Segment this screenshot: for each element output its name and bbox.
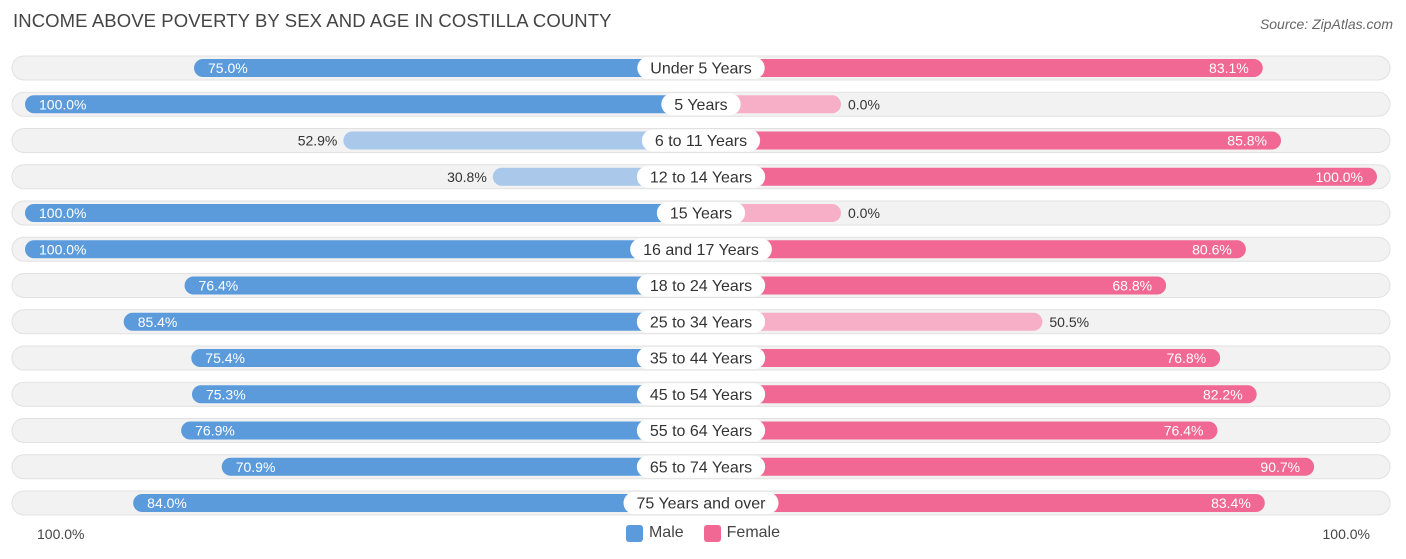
category-label: 16 and 17 Years: [643, 242, 759, 259]
male-value-label: 84.0%: [147, 495, 187, 511]
male-bar: [194, 59, 701, 77]
female-value-label: 80.6%: [1192, 241, 1232, 257]
male-bar: [25, 95, 701, 114]
female-value-label: 85.8%: [1227, 133, 1267, 149]
category-label: 75 Years and over: [637, 496, 767, 513]
female-bar: [701, 312, 1043, 331]
male-value-label: 76.4%: [199, 278, 239, 294]
category-label-pill: [636, 383, 766, 406]
category-label-pill: [661, 93, 741, 116]
category-label-pill: [656, 202, 746, 224]
female-value-label: 82.2%: [1203, 386, 1243, 402]
source-credit: Source: ZipAtlas.com: [1259, 16, 1393, 32]
male-value-label: 70.9%: [236, 459, 276, 475]
legend-label-female: Female: [726, 524, 781, 541]
category-label-pill: [623, 492, 779, 514]
male-value-label: 76.9%: [195, 423, 235, 439]
male-bar: [191, 349, 701, 367]
female-bar: [701, 240, 1246, 259]
male-value-label: 75.0%: [208, 60, 248, 76]
category-label: 15 Years: [670, 206, 732, 223]
male-value-label: 75.4%: [205, 350, 245, 366]
female-value-label: 100.0%: [1316, 169, 1363, 185]
male-value-label: 100.0%: [39, 205, 86, 221]
male-value-label: 75.3%: [206, 386, 246, 402]
female-bar: [701, 421, 1218, 440]
category-label: Under 5 Years: [650, 61, 751, 78]
female-value-label: 90.7%: [1260, 459, 1300, 475]
female-value-label: 68.8%: [1112, 278, 1152, 294]
male-value-label: 30.8%: [447, 169, 487, 185]
chart-title: INCOME ABOVE POVERTY BY SEX AND AGE IN C…: [13, 10, 612, 31]
male-value-label: 100.0%: [39, 241, 86, 257]
category-label-pill: [636, 310, 766, 333]
legend-swatch-male: [625, 524, 643, 542]
male-bar: [181, 421, 701, 440]
category-label: 35 to 44 Years: [650, 351, 752, 368]
female-value-label: 0.0%: [848, 96, 880, 112]
category-label-pill: [636, 347, 766, 369]
male-bar: [133, 494, 701, 512]
male-bar: [184, 276, 701, 295]
female-value-label: 0.0%: [848, 205, 880, 221]
category-label: 18 to 24 Years: [650, 278, 752, 295]
chart-canvas: Under 5 Years 75.0% 83.1% 5 Years 100.0% 0.0%…: [11, 55, 1391, 516]
female-bar: [701, 276, 1167, 295]
legend-swatch-female: [703, 524, 721, 542]
category-label-pill: [637, 57, 765, 79]
category-label: 6 to 11 Years: [655, 133, 747, 150]
male-value-label: 100.0%: [39, 96, 86, 112]
legend-item-female[interactable]: Female: [703, 524, 781, 542]
female-bar: [701, 59, 1263, 77]
male-bar: [221, 457, 701, 476]
female-bar: [701, 167, 1377, 186]
female-value-label: 76.4%: [1164, 423, 1204, 439]
axis-right-label: 100.0%: [1322, 526, 1370, 542]
female-bar: [701, 131, 1282, 150]
category-label: 65 to 74 Years: [650, 459, 752, 476]
female-bar: [701, 457, 1315, 476]
category-label-pill: [636, 165, 766, 188]
category-label: 5 Years: [674, 97, 727, 114]
axis-left-label: 100.0%: [37, 526, 85, 542]
legend: Male Female: [0, 524, 1406, 542]
category-label: 55 to 64 Years: [650, 423, 752, 440]
legend-item-male[interactable]: Male: [625, 524, 684, 542]
female-value-label: 50.5%: [1049, 314, 1089, 330]
male-bar: [25, 240, 701, 259]
category-label-pill: [641, 129, 761, 152]
female-value-label: 76.8%: [1166, 350, 1206, 366]
female-value-label: 83.4%: [1211, 495, 1251, 511]
female-value-label: 83.1%: [1209, 60, 1249, 76]
category-label: 25 to 34 Years: [650, 314, 752, 331]
female-bar: [701, 349, 1221, 367]
category-label: 12 to 14 Years: [650, 169, 752, 186]
male-value-label: 85.4%: [138, 314, 178, 330]
male-bar: [123, 312, 702, 331]
legend-label-male: Male: [648, 524, 684, 541]
category-label: 45 to 54 Years: [650, 387, 752, 404]
female-bar: [701, 385, 1257, 404]
male-value-label: 52.9%: [298, 133, 338, 149]
male-bar: [25, 204, 701, 222]
male-bar: [191, 385, 702, 404]
female-bar: [701, 494, 1265, 512]
category-label-pill: [636, 455, 766, 478]
category-label-pill: [630, 238, 772, 261]
category-label-pill: [636, 419, 766, 442]
category-label-pill: [636, 274, 766, 297]
male-bar: [343, 131, 701, 150]
